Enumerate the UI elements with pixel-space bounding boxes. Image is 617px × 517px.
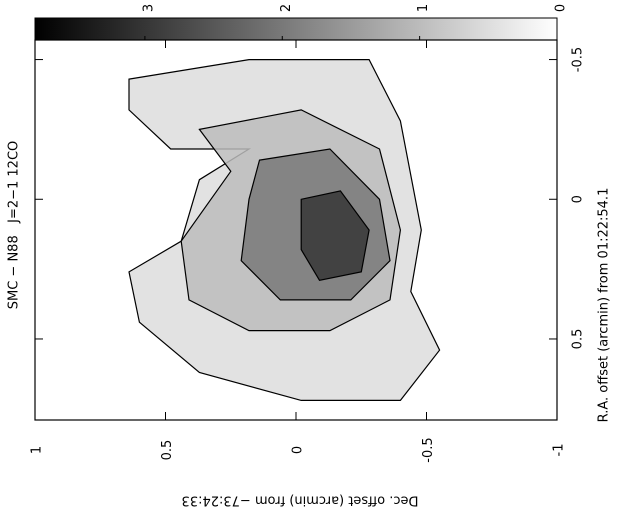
colorbar-tick-label: 3 xyxy=(141,4,156,12)
colorbar-tick-label: 0 xyxy=(554,4,569,12)
y-axis-label: R.A. offset (arcmin) from 01:22:54.1 xyxy=(597,188,612,423)
chart-title: SMC − N88 J=2−1 12CO xyxy=(7,141,22,310)
x-tick-label: -0.5 xyxy=(421,437,436,462)
colorbar xyxy=(34,17,558,41)
contours xyxy=(128,59,441,401)
y-tick-label: 0.5 xyxy=(571,329,586,350)
x-tick-label: -1 xyxy=(552,444,567,457)
x-tick-label: 1 xyxy=(30,446,45,454)
x-tick-label: 0 xyxy=(291,446,306,454)
colorbar-tick-label: 2 xyxy=(279,4,294,12)
y-tick-label: 0 xyxy=(571,195,586,203)
x-axis-label: Dec. offset (arcmin) from −73:24:33 xyxy=(182,493,419,508)
y-tick-label: -0.5 xyxy=(571,47,586,72)
colorbar-tick-label: 1 xyxy=(416,4,431,12)
x-tick-label: 0.5 xyxy=(160,440,175,461)
contour xyxy=(300,190,370,281)
